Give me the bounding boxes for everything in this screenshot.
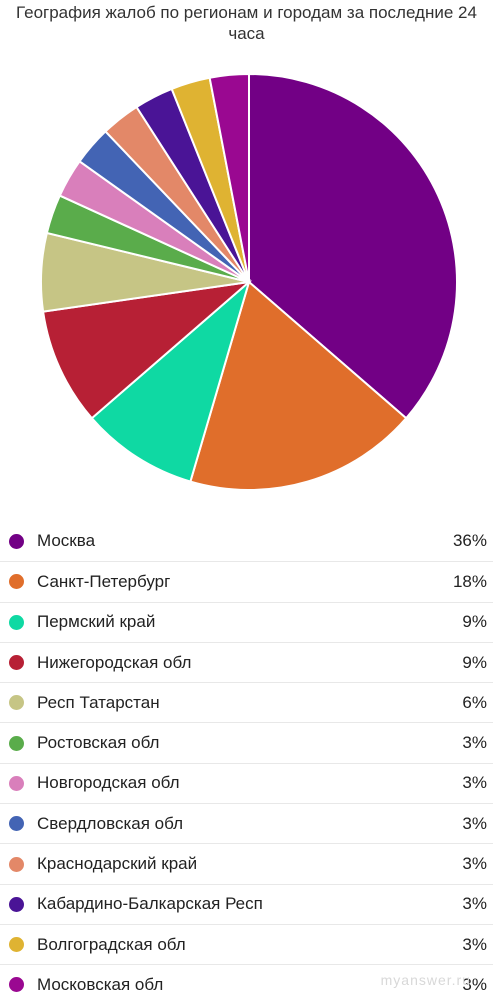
legend-swatch	[9, 896, 24, 912]
legend-percent: 6%	[462, 692, 487, 712]
legend-label: Краснодарский край	[37, 854, 198, 874]
legend-label: Свердловская обл	[37, 813, 184, 833]
legend-item: Новгородская обл 3%	[0, 762, 493, 803]
watermark: myanswer.ru	[380, 972, 471, 988]
legend-item: Пермский край 9%	[0, 601, 493, 642]
legend-label: Волгоградская обл	[37, 934, 186, 954]
legend-label: Ростовская обл	[37, 733, 160, 753]
legend-item: Краснодарский край 3%	[0, 843, 493, 883]
legend-percent: 36%	[452, 531, 487, 551]
pie-slice-3	[41, 280, 253, 420]
legend-swatch	[9, 655, 24, 671]
legend-swatch	[9, 775, 24, 791]
legend-label: Пермский край	[37, 612, 156, 632]
legend-percent: 3%	[462, 733, 487, 753]
legend-item: Волгоградская обл 3%	[0, 923, 493, 964]
legend-label: Москва	[37, 531, 96, 551]
legend-swatch	[9, 816, 24, 832]
legend-swatch	[9, 614, 24, 630]
legend-percent: 9%	[462, 612, 487, 632]
legend-item: Московская обл 3%	[0, 964, 493, 1004]
pie-slice-1	[189, 280, 408, 491]
legend-swatch	[9, 856, 24, 872]
legend-swatch	[9, 533, 24, 549]
legend-label: Кабардино-Балкарская Респ	[37, 894, 263, 914]
legend-label: Нижегородская обл	[37, 652, 192, 672]
legend-percent: 3%	[462, 894, 487, 914]
legend-item: Санкт-Петербург 18%	[0, 561, 493, 601]
legend-swatch	[9, 695, 24, 711]
legend-item: Кабардино-Балкарская Респ 3%	[0, 883, 493, 924]
legend-percent: 18%	[452, 571, 487, 591]
legend: Москва 36% Санкт-Петербург 18% Пермский край…	[0, 521, 493, 1005]
legend-swatch	[9, 977, 24, 993]
legend-item: Москва 36%	[0, 521, 493, 561]
pie-slice-2	[90, 279, 251, 483]
legend-label: Респ Татарстан	[37, 692, 160, 712]
legend-item: Респ Татарстан 6%	[0, 682, 493, 722]
legend-label: Московская обл	[37, 974, 164, 994]
legend-item: Свердловская обл 3%	[0, 803, 493, 843]
legend-percent: 3%	[462, 854, 487, 874]
pie-slice-0	[248, 72, 458, 420]
pie-chart	[40, 72, 458, 491]
legend-percent: 3%	[462, 974, 487, 994]
legend-item: Ростовская обл 3%	[0, 722, 493, 762]
legend-percent: 9%	[462, 652, 487, 672]
legend-item: Нижегородская обл 9%	[0, 641, 493, 682]
pie-slice-11	[208, 72, 250, 283]
legend-label: Санкт-Петербург	[37, 571, 171, 591]
legend-percent: 3%	[462, 773, 487, 793]
legend-swatch	[9, 937, 24, 953]
legend-percent: 3%	[462, 813, 487, 833]
legend-label: Новгородская обл	[37, 773, 180, 793]
chart-title: География жалоб по регионам и городам за…	[16, 3, 477, 43]
legend-swatch	[9, 574, 24, 590]
legend-swatch	[9, 735, 24, 751]
legend-percent: 3%	[462, 934, 487, 954]
